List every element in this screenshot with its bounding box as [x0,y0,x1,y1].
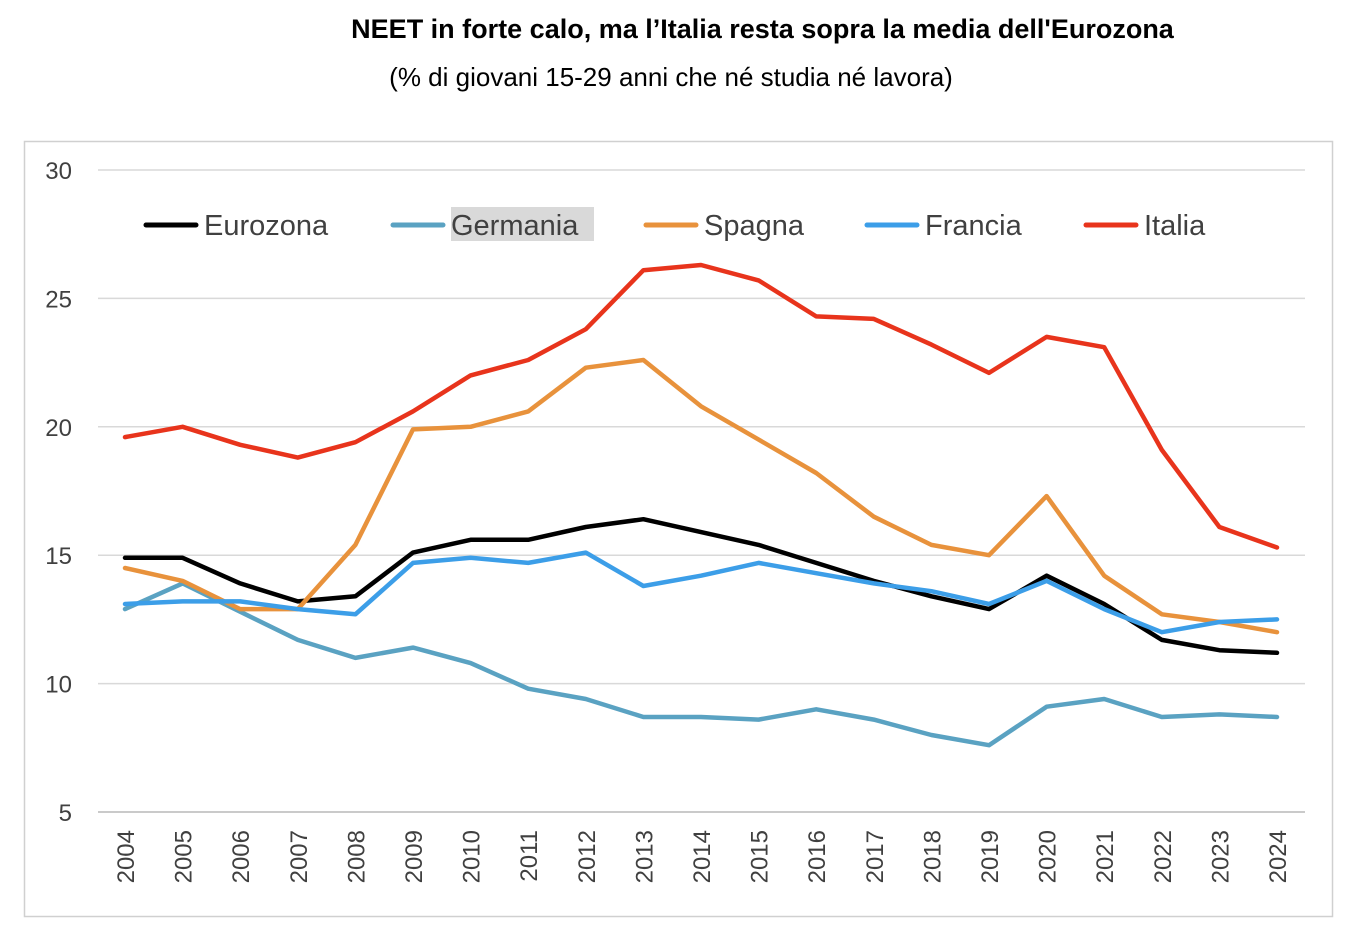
x-tick-label: 2024 [1265,830,1292,883]
x-tick-label: 2016 [804,830,831,883]
x-tick-label: 2018 [919,830,946,883]
y-tick-label: 15 [45,543,72,570]
chart-subtitle: (% di giovani 15-29 anni che né studia n… [389,62,953,92]
y-tick-label: 10 [45,672,72,699]
x-tick-label: 2008 [343,830,370,883]
x-tick-label: 2021 [1092,830,1119,883]
series-line-eurozona [122,516,1280,656]
y-tick-label: 30 [45,158,72,185]
x-tick-label: 2012 [574,830,601,883]
x-tick-label: 2007 [286,830,313,883]
series-line-spagna [122,357,1280,635]
legend-label: Eurozona [204,210,329,242]
x-tick-label: 2009 [401,830,428,883]
legend-item-spagna: Spagna [643,210,805,242]
x-tick-label: 2022 [1150,830,1177,883]
legend-label: Spagna [704,210,805,242]
legend-item-eurozona: Eurozona [143,210,329,242]
legend-item-francia: Francia [864,210,1023,242]
chart-border [23,140,1334,918]
x-tick-label: 2004 [113,830,140,883]
chart-title: NEET in forte calo, ma l’Italia resta so… [351,14,1174,44]
x-tick-label: 2013 [631,830,658,883]
x-tick-label: 2005 [171,830,198,883]
legend-label: Francia [925,210,1023,242]
y-tick-label: 25 [45,286,72,313]
legend-item-italia: Italia [1083,210,1206,242]
series-line-germania [122,581,1280,748]
legend-label: Italia [1144,210,1206,242]
x-tick-label: 2014 [689,830,716,883]
x-tick-label: 2019 [977,830,1004,883]
x-tick-label: 2006 [228,830,255,883]
legend-item-germania: Germania [390,207,594,242]
y-tick-label: 20 [45,415,72,442]
x-tick-label: 2011 [516,830,543,882]
x-tick-label: 2020 [1035,830,1062,883]
series-line-italia [122,262,1280,550]
x-tick-label: 2023 [1207,830,1234,883]
x-tick-label: 2015 [747,830,774,883]
x-tick-label: 2010 [459,830,486,883]
series-line-francia [122,550,1280,635]
legend-highlight [451,207,594,241]
x-tick-label: 2017 [862,830,889,883]
y-tick-label: 5 [59,800,72,827]
legend-label: Germania [451,210,579,242]
